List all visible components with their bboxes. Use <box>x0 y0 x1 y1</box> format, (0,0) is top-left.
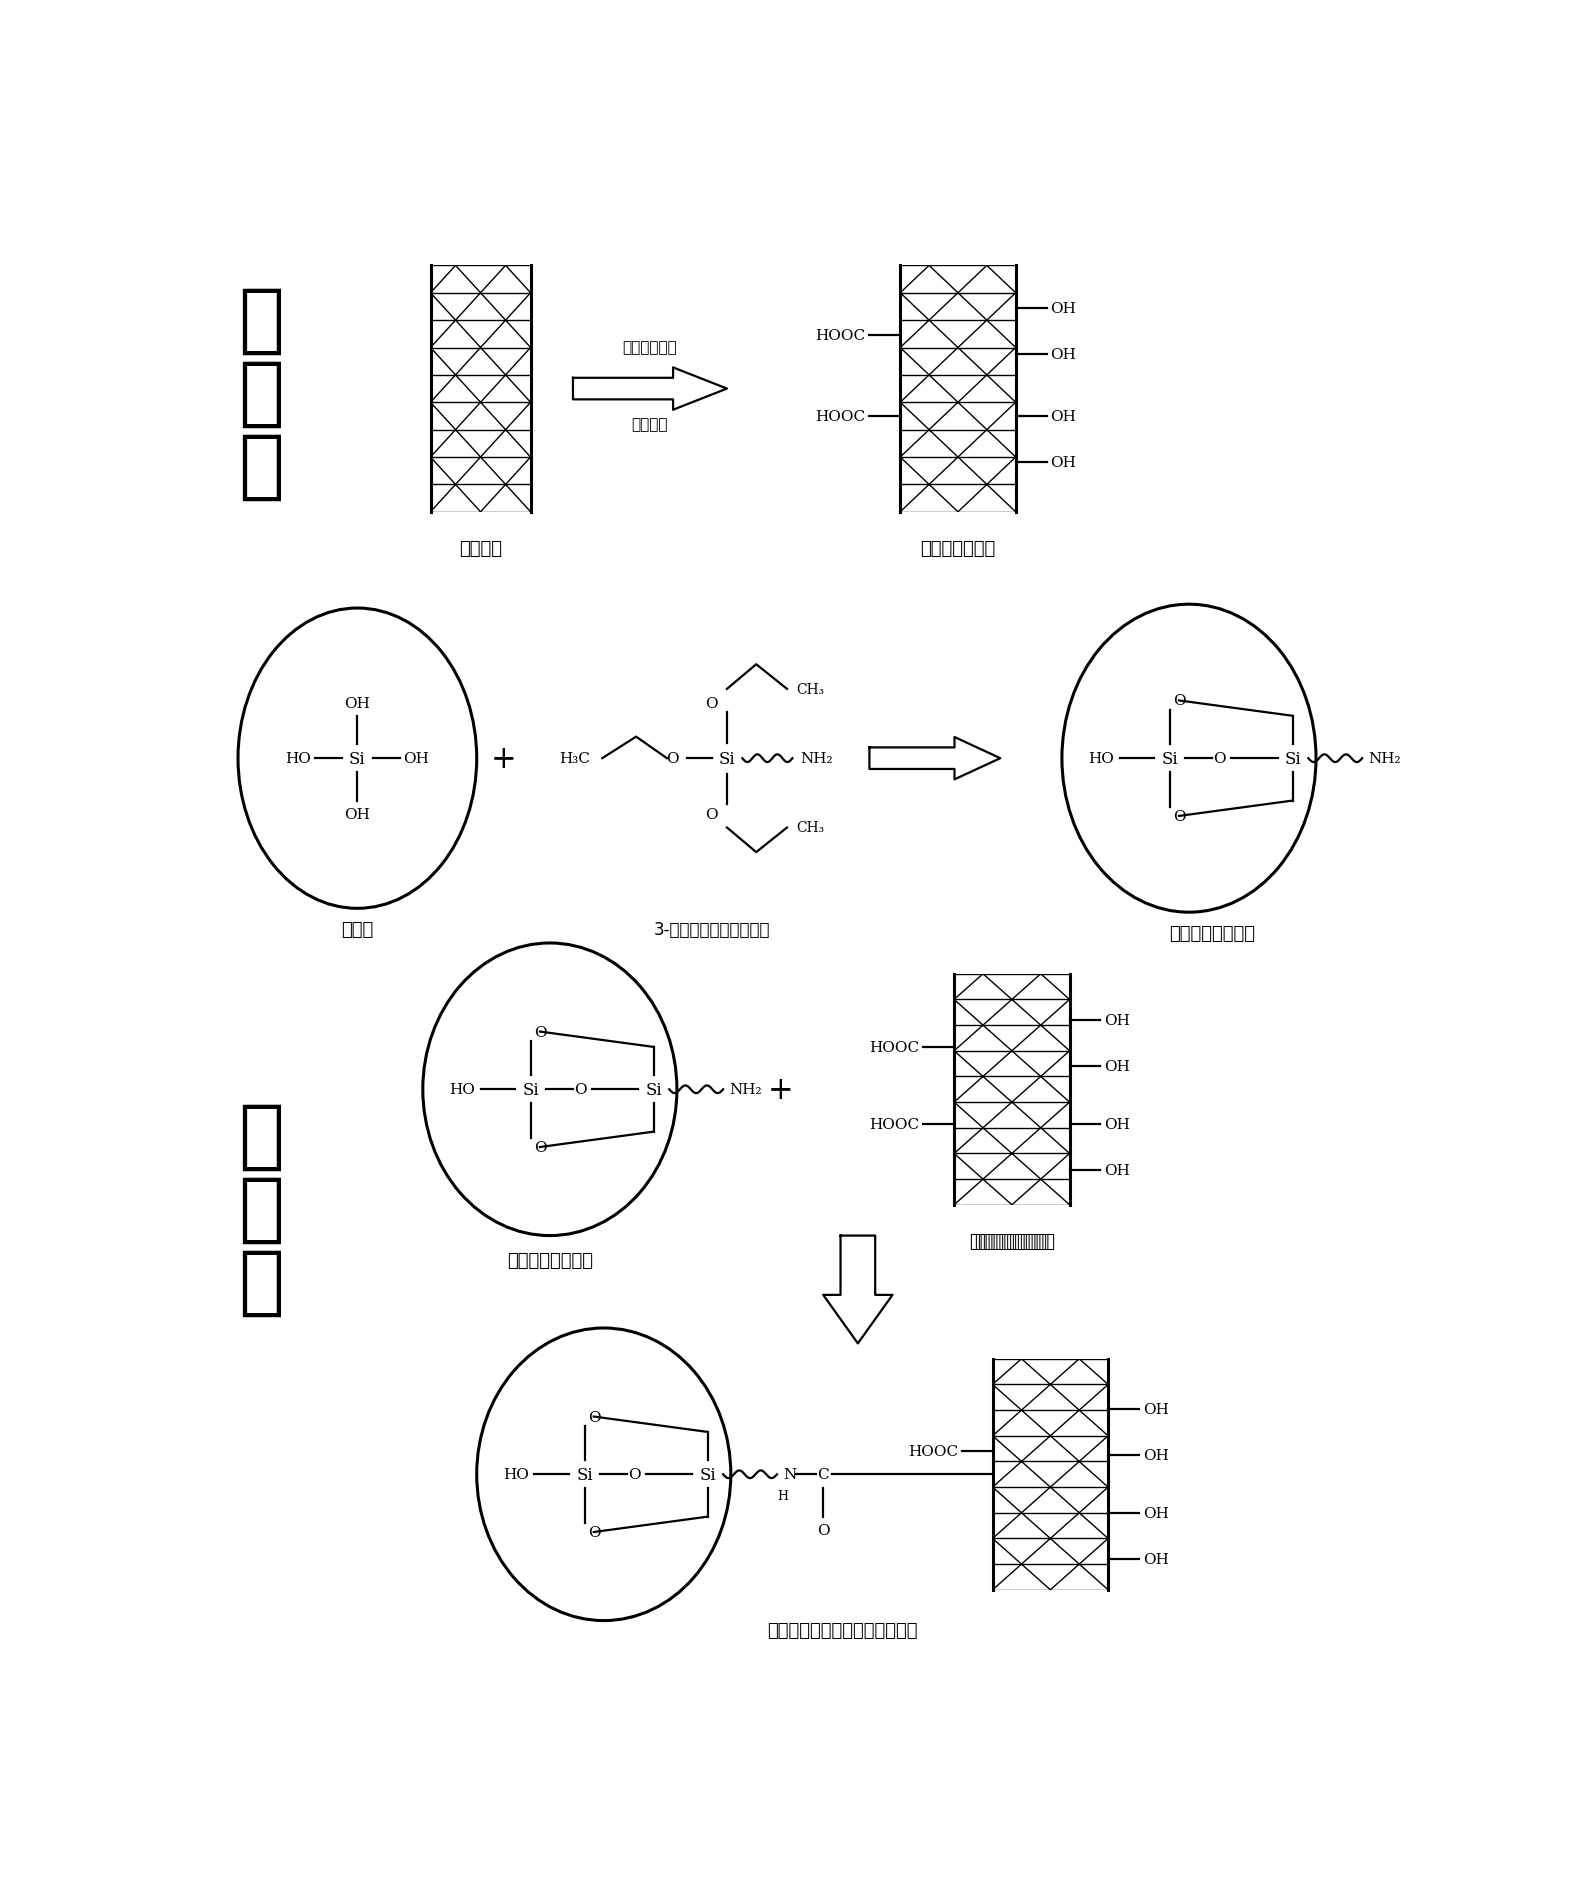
Text: HO: HO <box>1088 752 1115 765</box>
Text: 氨基功能化粉煮灰: 氨基功能化粉煮灰 <box>968 1232 1054 1251</box>
Text: O: O <box>534 1141 547 1154</box>
Text: OH: OH <box>1104 1014 1131 1027</box>
Text: 氨基功能化粉煮灰: 氨基功能化粉煮灰 <box>507 1251 593 1270</box>
Text: O: O <box>1214 752 1227 765</box>
Text: Si: Si <box>1161 750 1179 767</box>
Text: NH₂: NH₂ <box>801 752 833 765</box>
Text: OH: OH <box>1051 456 1077 469</box>
Text: 碳纳米管: 碳纳米管 <box>459 539 502 558</box>
Text: OH: OH <box>1104 1163 1131 1177</box>
Text: O: O <box>628 1467 641 1482</box>
Text: OH: OH <box>1142 1553 1169 1566</box>
Text: HO: HO <box>502 1467 530 1482</box>
Text: 一: 一 <box>238 429 284 503</box>
Text: OH: OH <box>345 697 370 710</box>
Text: 羧基化碳纳米管: 羧基化碳纳米管 <box>975 1232 1050 1251</box>
Text: 騥: 騥 <box>238 1171 284 1245</box>
Text: OH: OH <box>1142 1448 1169 1461</box>
Text: +: + <box>769 1074 794 1105</box>
Text: Si: Si <box>349 750 365 767</box>
Polygon shape <box>573 368 727 410</box>
Text: O: O <box>574 1082 587 1097</box>
Text: O: O <box>589 1526 601 1539</box>
Text: OH: OH <box>1142 1505 1169 1520</box>
Text: O: O <box>667 752 679 765</box>
Text: HOOC: HOOC <box>869 1118 919 1131</box>
Polygon shape <box>869 738 1000 780</box>
Text: H: H <box>778 1490 788 1503</box>
Text: HO: HO <box>450 1082 475 1097</box>
Text: OH: OH <box>1051 302 1077 315</box>
Text: CH₃: CH₃ <box>796 683 825 697</box>
Text: 步: 步 <box>238 1099 284 1173</box>
Text: O: O <box>705 697 718 710</box>
Text: HOOC: HOOC <box>815 410 866 423</box>
Text: H₃C: H₃C <box>558 752 590 765</box>
Text: 磁力搔拌: 磁力搔拌 <box>632 416 668 431</box>
Text: 聚羚酸减水剂: 聚羚酸减水剂 <box>622 340 678 355</box>
Text: OH: OH <box>1104 1118 1131 1131</box>
Text: O: O <box>534 1025 547 1038</box>
Text: Si: Si <box>522 1082 539 1099</box>
Text: C: C <box>817 1467 829 1482</box>
Text: 二: 二 <box>238 1245 284 1319</box>
Text: NH₂: NH₂ <box>729 1082 762 1097</box>
Text: OH: OH <box>404 752 429 765</box>
Text: 粉煮灰: 粉煮灰 <box>341 921 373 938</box>
Text: HOOC: HOOC <box>869 1040 919 1055</box>
Text: O: O <box>589 1410 601 1424</box>
Text: O: O <box>1174 810 1187 824</box>
Text: HOOC: HOOC <box>908 1444 959 1458</box>
Text: OH: OH <box>1104 1059 1131 1074</box>
Text: Si: Si <box>719 750 735 767</box>
Text: O: O <box>705 807 718 822</box>
Text: 氨基功能化碳纳米管包覆粉煮灰: 氨基功能化碳纳米管包覆粉煮灰 <box>767 1621 917 1638</box>
Text: O: O <box>817 1522 829 1537</box>
Text: OH: OH <box>1142 1403 1169 1416</box>
Text: N: N <box>783 1467 796 1482</box>
Text: OH: OH <box>1051 410 1077 423</box>
Text: HOOC: HOOC <box>815 328 866 342</box>
Text: HO: HO <box>286 752 311 765</box>
Text: O: O <box>1174 695 1187 708</box>
Text: 羚基化碳纳米管: 羚基化碳纳米管 <box>920 539 995 558</box>
Text: 3-氨基丙基三乙氧基硅烷: 3-氨基丙基三乙氧基硅烷 <box>654 921 770 938</box>
Text: Si: Si <box>646 1082 662 1099</box>
Text: 騥: 騥 <box>238 357 284 431</box>
Text: OH: OH <box>1051 347 1077 363</box>
Text: OH: OH <box>345 807 370 822</box>
Text: Si: Si <box>699 1465 716 1482</box>
Text: NH₂: NH₂ <box>1369 752 1400 765</box>
Polygon shape <box>823 1236 893 1344</box>
Text: 氨基功能化粉煮灰: 氨基功能化粉煮灰 <box>1169 924 1255 941</box>
Text: 步: 步 <box>238 283 284 357</box>
Text: +: + <box>491 744 517 774</box>
Text: Si: Si <box>1284 750 1302 767</box>
Text: Si: Si <box>576 1465 593 1482</box>
Text: CH₃: CH₃ <box>796 822 825 835</box>
